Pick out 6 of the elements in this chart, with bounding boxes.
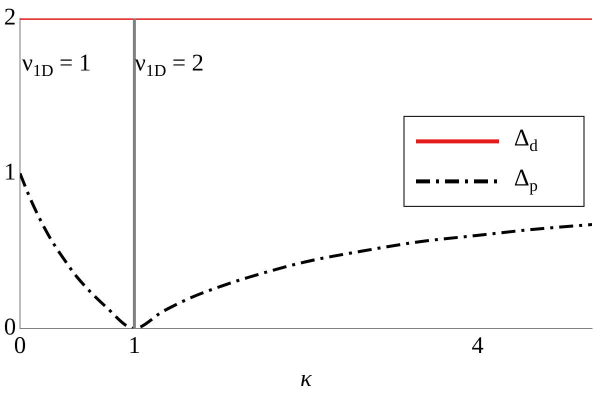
x-tick-label: 1 — [128, 333, 140, 360]
y-tick-label: 2 — [4, 4, 16, 31]
y-tick-label: 0 — [4, 314, 16, 341]
y-tick-label: 1 — [4, 160, 16, 186]
x-axis-title: κ — [300, 366, 312, 392]
x-tick-label: 4 — [472, 333, 484, 360]
